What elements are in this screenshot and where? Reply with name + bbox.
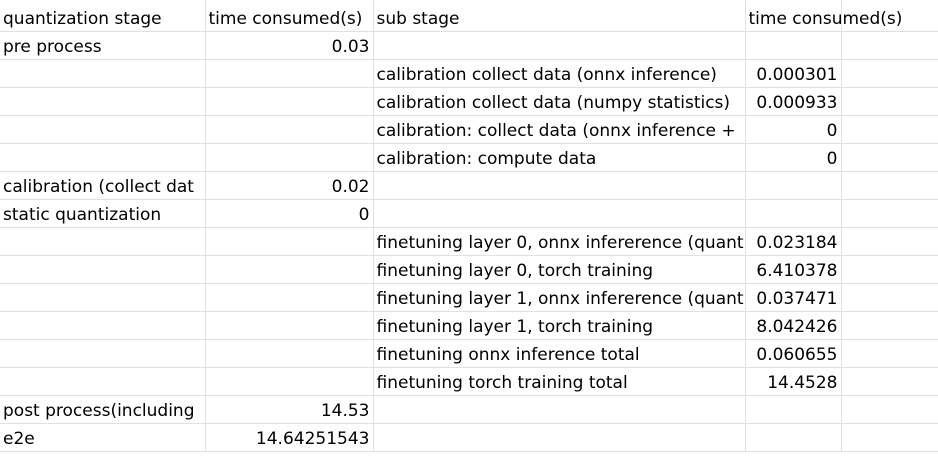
table-row: calibration (collect dat 0.02 [0,171,938,200]
table-row: pre process 0.03 [0,31,938,60]
sub-stage-cell[interactable] [373,171,746,200]
sub-stage-time-cell[interactable]: 0 [745,143,842,172]
empty-cell[interactable] [841,59,938,88]
sub-stage-cell[interactable]: calibration: compute data [373,143,746,172]
sub-stage-time-cell[interactable]: 6.410378 [745,255,842,284]
sub-stage-time-cell[interactable]: 14.4528 [745,367,842,396]
table-row: finetuning layer 0, onnx infererence (qu… [0,227,938,256]
sub-stage-time-cell[interactable]: 0.023184 [745,227,842,256]
stage-time-cell[interactable] [205,283,374,312]
sub-stage-time-cell[interactable]: 0 [745,115,842,144]
empty-cell[interactable] [841,115,938,144]
empty-cell[interactable] [841,255,938,284]
empty-cell[interactable] [841,87,938,116]
header-cell-sub-stage[interactable]: sub stage [373,0,746,32]
table-row: e2e 14.64251543 [0,423,938,452]
stage-time-cell[interactable]: 14.53 [205,395,374,424]
stage-cell[interactable] [0,255,206,284]
sub-stage-cell[interactable]: calibration: collect data (onnx inferenc… [373,115,746,144]
stage-time-cell[interactable]: 0.02 [205,171,374,200]
table-row: finetuning torch training total 14.4528 [0,367,938,396]
empty-cell[interactable] [841,423,938,452]
table-row: calibration collect data (onnx inference… [0,59,938,88]
table-row: finetuning onnx inference total 0.060655 [0,339,938,368]
sub-stage-time-cell[interactable] [745,31,842,60]
spreadsheet-grid: quantization stage time consumed(s) sub … [0,0,938,452]
stage-time-cell[interactable] [205,87,374,116]
empty-cell[interactable] [841,143,938,172]
stage-time-cell[interactable] [205,227,374,256]
stage-cell[interactable] [0,367,206,396]
stage-cell[interactable] [0,227,206,256]
stage-cell[interactable] [0,87,206,116]
header-cell-sub-time-consumed[interactable]: time consumed(s) [745,0,902,32]
empty-cell[interactable] [841,171,938,200]
header-cell-quantization-stage[interactable]: quantization stage [0,0,206,32]
table-row: calibration: compute data 0 [0,143,938,172]
stage-cell[interactable]: static quantization [0,199,206,228]
sub-stage-cell[interactable] [373,395,746,424]
stage-cell[interactable]: post process(including [0,395,206,424]
empty-cell[interactable] [841,227,938,256]
table-row: calibration collect data (numpy statisti… [0,87,938,116]
empty-cell[interactable] [841,367,938,396]
sub-stage-cell[interactable] [373,199,746,228]
stage-cell[interactable] [0,143,206,172]
sub-stage-cell[interactable]: finetuning layer 0, onnx infererence (qu… [373,227,746,256]
sub-stage-cell[interactable]: finetuning layer 1, onnx infererence (qu… [373,283,746,312]
sub-stage-cell[interactable]: finetuning onnx inference total [373,339,746,368]
empty-cell[interactable] [841,311,938,340]
sub-stage-cell[interactable] [373,423,746,452]
stage-cell[interactable] [0,283,206,312]
sub-stage-cell[interactable]: finetuning layer 0, torch training [373,255,746,284]
stage-time-cell[interactable]: 14.64251543 [205,423,374,452]
stage-time-cell[interactable] [205,255,374,284]
sub-stage-time-cell[interactable] [745,171,842,200]
empty-cell[interactable] [841,199,938,228]
empty-cell[interactable] [841,31,938,60]
stage-time-cell[interactable] [205,115,374,144]
stage-cell[interactable]: e2e [0,423,206,452]
sub-stage-cell[interactable] [373,31,746,60]
header-row: quantization stage time consumed(s) sub … [0,0,938,32]
stage-cell[interactable] [0,311,206,340]
sub-stage-time-cell[interactable] [745,423,842,452]
stage-time-cell[interactable] [205,367,374,396]
stage-cell[interactable]: calibration (collect dat [0,171,206,200]
sub-stage-cell[interactable]: finetuning torch training total [373,367,746,396]
sub-stage-time-cell[interactable]: 0.000301 [745,59,842,88]
stage-time-cell[interactable] [205,143,374,172]
sub-stage-cell[interactable]: finetuning layer 1, torch training [373,311,746,340]
empty-cell[interactable] [841,283,938,312]
stage-cell[interactable]: pre process [0,31,206,60]
stage-time-cell[interactable]: 0 [205,199,374,228]
header-cell-time-consumed[interactable]: time consumed(s) [205,0,374,32]
stage-time-cell[interactable] [205,311,374,340]
stage-cell[interactable] [0,339,206,368]
table-row: post process(including 14.53 [0,395,938,424]
sub-stage-time-cell[interactable]: 0.000933 [745,87,842,116]
table-row: finetuning layer 0, torch training 6.410… [0,255,938,284]
sub-stage-time-cell[interactable] [745,199,842,228]
stage-time-cell[interactable]: 0.03 [205,31,374,60]
empty-cell[interactable] [841,339,938,368]
table-row: finetuning layer 1, onnx infererence (qu… [0,283,938,312]
sub-stage-time-cell[interactable]: 0.037471 [745,283,842,312]
sub-stage-cell[interactable]: calibration collect data (onnx inference… [373,59,746,88]
stage-time-cell[interactable] [205,339,374,368]
empty-cell[interactable] [841,395,938,424]
sub-stage-time-cell[interactable] [745,395,842,424]
sub-stage-time-cell[interactable]: 0.060655 [745,339,842,368]
table-row: finetuning layer 1, torch training 8.042… [0,311,938,340]
stage-cell[interactable] [0,59,206,88]
table-row: static quantization 0 [0,199,938,228]
table-row: calibration: collect data (onnx inferenc… [0,115,938,144]
stage-time-cell[interactable] [205,59,374,88]
sub-stage-cell[interactable]: calibration collect data (numpy statisti… [373,87,746,116]
sub-stage-time-cell[interactable]: 8.042426 [745,311,842,340]
stage-cell[interactable] [0,115,206,144]
header-cell-empty[interactable] [841,0,938,32]
